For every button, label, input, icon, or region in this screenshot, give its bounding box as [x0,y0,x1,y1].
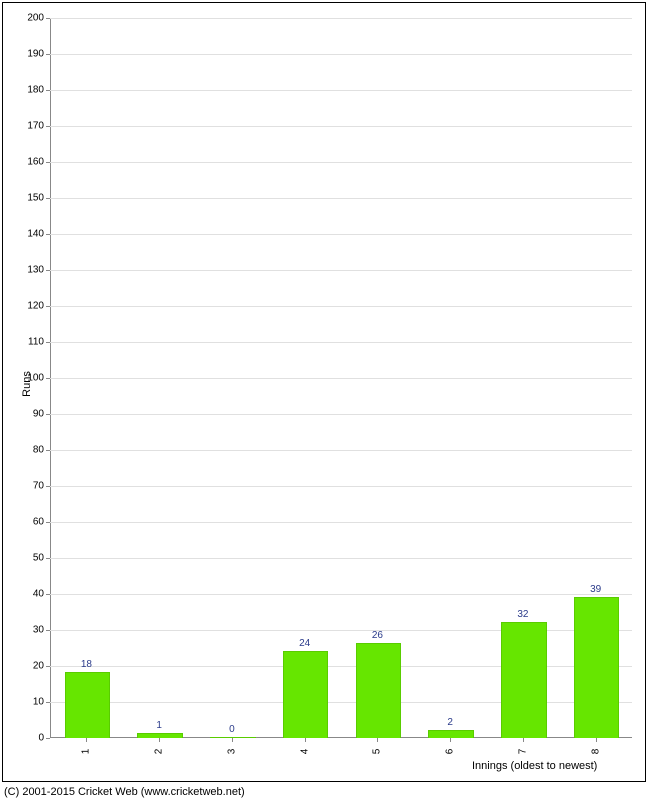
gridline [50,486,632,487]
x-tick [596,738,597,742]
gridline [50,558,632,559]
y-tick-label: 10 [33,697,44,708]
y-tick [46,666,50,667]
bar [501,622,547,738]
y-tick-label: 200 [27,13,44,24]
bar [574,597,620,738]
y-tick [46,234,50,235]
bar [65,672,111,738]
y-tick-label: 20 [33,661,44,672]
bar [356,643,402,738]
y-tick [46,90,50,91]
y-tick-label: 60 [33,517,44,528]
bar-value-label: 0 [229,724,235,735]
y-tick [46,18,50,19]
gridline [50,450,632,451]
bar [283,651,329,738]
y-tick-label: 120 [27,301,44,312]
y-tick-label: 140 [27,229,44,240]
bar-value-label: 26 [372,630,383,641]
y-tick [46,306,50,307]
gridline [50,54,632,55]
gridline [50,234,632,235]
y-tick [46,54,50,55]
y-tick-label: 30 [33,625,44,636]
x-tick-label: 3 [226,749,237,755]
y-tick [46,126,50,127]
x-tick-label: 6 [445,749,456,755]
x-tick-label: 2 [154,749,165,755]
gridline [50,162,632,163]
y-tick-label: 110 [28,337,44,348]
x-tick [523,738,524,742]
bar-value-label: 39 [590,584,601,595]
gridline [50,414,632,415]
x-tick [450,738,451,742]
y-tick [46,414,50,415]
bar-value-label: 32 [517,609,528,620]
x-axis-title: Innings (oldest to newest) [472,760,597,772]
y-tick-label: 90 [33,409,44,420]
y-tick-label: 190 [27,49,44,60]
y-tick [46,450,50,451]
bar-value-label: 1 [156,720,162,731]
gridline [50,126,632,127]
y-tick-label: 160 [27,157,44,168]
y-tick [46,198,50,199]
gridline [50,378,632,379]
y-tick [46,558,50,559]
y-tick-label: 80 [33,445,44,456]
y-tick [46,522,50,523]
x-tick [86,738,87,742]
x-tick-label: 1 [81,749,92,755]
copyright-text: (C) 2001-2015 Cricket Web (www.cricketwe… [4,786,245,798]
y-tick [46,162,50,163]
x-tick [232,738,233,742]
y-tick [46,378,50,379]
gridline [50,198,632,199]
y-tick-label: 70 [33,481,44,492]
y-axis-title: Runs [21,371,33,397]
chart-container: 0102030405060708090100110120130140150160… [0,0,650,800]
plot-area: 0102030405060708090100110120130140150160… [50,18,632,738]
bar-value-label: 2 [447,717,453,728]
x-tick [305,738,306,742]
y-tick [46,342,50,343]
y-tick-label: 150 [27,193,44,204]
gridline [50,522,632,523]
y-tick-label: 0 [38,733,44,744]
x-tick-label: 4 [299,749,310,755]
x-tick-label: 7 [517,749,528,755]
gridline [50,270,632,271]
y-tick-label: 170 [27,121,44,132]
y-tick-label: 180 [27,85,44,96]
y-tick [46,702,50,703]
gridline [50,342,632,343]
y-tick [46,594,50,595]
x-tick-label: 8 [590,749,601,755]
x-tick-label: 5 [372,749,383,755]
gridline [50,306,632,307]
y-tick-label: 130 [27,265,44,276]
y-tick [46,630,50,631]
y-tick [46,486,50,487]
y-tick-label: 40 [33,589,44,600]
gridline [50,594,632,595]
y-tick-label: 50 [33,553,44,564]
bar-value-label: 24 [299,638,310,649]
y-tick [46,738,50,739]
bar [428,730,474,738]
bar-value-label: 18 [81,659,92,670]
y-tick [46,270,50,271]
x-tick [377,738,378,742]
gridline [50,90,632,91]
x-tick [159,738,160,742]
gridline [50,18,632,19]
